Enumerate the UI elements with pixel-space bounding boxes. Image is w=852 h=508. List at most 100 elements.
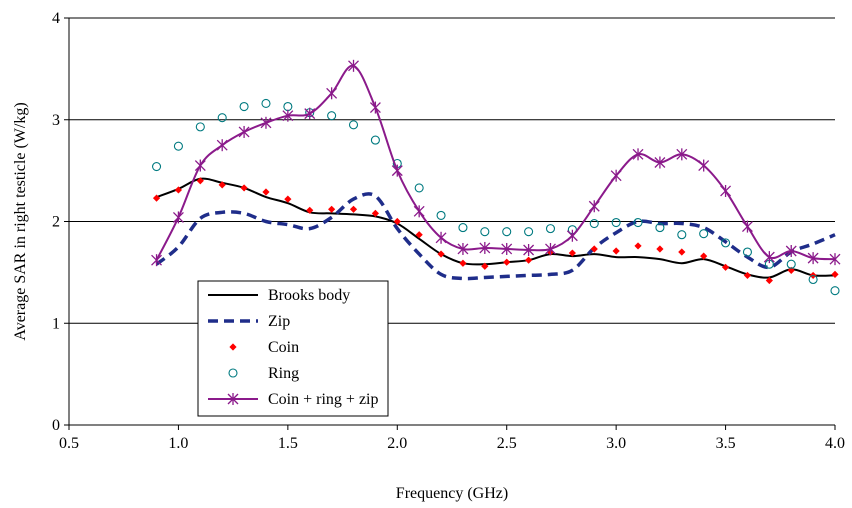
data-point-coin bbox=[656, 245, 664, 253]
y-tick-label: 4 bbox=[52, 10, 60, 27]
data-point-coin-ring-zip bbox=[654, 156, 666, 169]
legend-swatch bbox=[227, 393, 239, 405]
data-point-ring bbox=[348, 120, 359, 130]
series-group bbox=[151, 59, 841, 296]
data-point-coin-ring-zip bbox=[763, 251, 775, 264]
data-point-ring bbox=[480, 227, 490, 237]
data-point-ring bbox=[524, 227, 534, 237]
data-point-coin-ring-zip bbox=[391, 164, 403, 177]
series-line-coin-ring-zip bbox=[155, 64, 836, 261]
data-point-coin-ring-zip bbox=[435, 231, 447, 244]
series-zip bbox=[155, 192, 836, 281]
y-axis-label: Average SAR in right testicle (W/kg) bbox=[12, 102, 29, 340]
data-point-ring bbox=[283, 101, 293, 112]
data-point-coin-ring-zip bbox=[720, 184, 732, 197]
data-point-ring bbox=[677, 230, 687, 240]
y-tick-label: 2 bbox=[52, 214, 60, 231]
data-point-coin bbox=[831, 270, 839, 279]
data-point-coin bbox=[503, 258, 511, 266]
data-point-ring bbox=[151, 162, 162, 172]
data-point-coin bbox=[371, 209, 379, 217]
x-tick-label: 2.0 bbox=[387, 435, 407, 452]
data-point-coin-ring-zip bbox=[479, 241, 491, 254]
series-coin-ring-zip bbox=[151, 59, 841, 267]
data-point-coin-ring-zip bbox=[610, 169, 622, 182]
data-point-ring bbox=[261, 98, 271, 109]
axes bbox=[64, 17, 836, 430]
data-point-coin-ring-zip bbox=[172, 211, 184, 224]
y-tick-label: 1 bbox=[52, 315, 60, 332]
data-point-coin-ring-zip bbox=[151, 254, 163, 267]
data-point-ring bbox=[830, 286, 840, 296]
legend: Brooks body Zip Coin Ring Coin + ring + zip bbox=[197, 280, 389, 417]
data-point-ring bbox=[217, 113, 227, 123]
y-tick-labels: 0 1 2 3 4 bbox=[52, 10, 60, 434]
x-axis-label: Frequency (GHz) bbox=[396, 485, 508, 502]
data-point-ring bbox=[589, 218, 599, 229]
data-point-coin bbox=[174, 186, 183, 194]
legend-label: Ring bbox=[268, 365, 299, 382]
data-point-ring bbox=[458, 223, 468, 233]
data-point-coin-ring-zip bbox=[545, 242, 556, 255]
data-point-coin-ring-zip bbox=[260, 116, 272, 129]
legend-swatch bbox=[229, 343, 237, 351]
data-point-coin-ring-zip bbox=[282, 109, 294, 122]
data-point-coin bbox=[240, 184, 248, 192]
data-point-ring bbox=[502, 227, 512, 237]
data-point-coin bbox=[284, 195, 292, 203]
data-point-coin-ring-zip bbox=[632, 148, 644, 161]
legend-label: Coin + ring + zip bbox=[268, 391, 378, 408]
x-tick-label: 1.0 bbox=[168, 435, 188, 452]
series-brooks-body bbox=[156, 177, 836, 279]
x-tick-label: 2.5 bbox=[497, 435, 517, 452]
grid-lines bbox=[69, 17, 835, 324]
data-point-coin-ring-zip bbox=[194, 159, 206, 172]
data-point-ring bbox=[633, 217, 643, 228]
data-point-coin bbox=[306, 206, 314, 214]
data-point-coin-ring-zip bbox=[326, 87, 338, 100]
x-tick-labels: 0.5 1.0 1.5 2.0 2.5 3.0 3.5 4.0 bbox=[59, 435, 845, 452]
x-tick-label: 3.0 bbox=[606, 435, 626, 452]
legend-swatch bbox=[228, 368, 238, 378]
data-point-coin bbox=[218, 181, 226, 189]
data-point-coin bbox=[787, 266, 795, 274]
data-point-coin bbox=[459, 259, 467, 267]
data-point-coin bbox=[349, 205, 358, 213]
data-point-coin bbox=[196, 177, 204, 185]
legend-box bbox=[197, 280, 389, 417]
data-point-ring bbox=[786, 259, 796, 269]
y-tick-label: 0 bbox=[52, 417, 60, 434]
data-point-coin-ring-zip bbox=[785, 245, 797, 258]
data-point-ring bbox=[721, 238, 731, 248]
data-point-coin-ring-zip bbox=[238, 125, 250, 138]
data-point-ring bbox=[611, 217, 621, 228]
data-point-ring bbox=[370, 135, 380, 145]
data-point-coin bbox=[262, 188, 270, 196]
data-point-ring bbox=[195, 122, 205, 132]
data-point-coin-ring-zip bbox=[829, 253, 841, 266]
data-point-coin-ring-zip bbox=[413, 205, 425, 218]
data-point-ring bbox=[436, 210, 446, 220]
data-point-coin-ring-zip bbox=[807, 252, 819, 265]
data-point-coin bbox=[678, 248, 686, 256]
data-point-coin bbox=[765, 276, 773, 285]
data-point-coin bbox=[328, 205, 336, 213]
data-point-coin-ring-zip bbox=[216, 139, 228, 152]
data-point-ring bbox=[414, 183, 424, 193]
x-tick-label: 3.5 bbox=[716, 435, 736, 452]
data-point-ring bbox=[655, 223, 665, 233]
data-point-coin-ring-zip bbox=[304, 107, 316, 120]
data-point-coin-ring-zip bbox=[348, 59, 359, 72]
data-point-coin bbox=[152, 194, 161, 202]
data-point-coin bbox=[721, 263, 730, 271]
series-line-zip bbox=[155, 192, 836, 281]
data-point-coin-ring-zip bbox=[457, 242, 469, 255]
data-point-coin bbox=[590, 245, 598, 253]
data-point-coin bbox=[700, 252, 708, 260]
data-point-coin-ring-zip bbox=[566, 229, 578, 242]
series-line-brooks-body bbox=[156, 177, 836, 279]
data-point-coin-ring-zip bbox=[741, 220, 753, 233]
y-tick-label: 3 bbox=[52, 112, 60, 129]
data-point-coin-ring-zip bbox=[523, 243, 535, 256]
x-tick-label: 1.5 bbox=[278, 435, 298, 452]
